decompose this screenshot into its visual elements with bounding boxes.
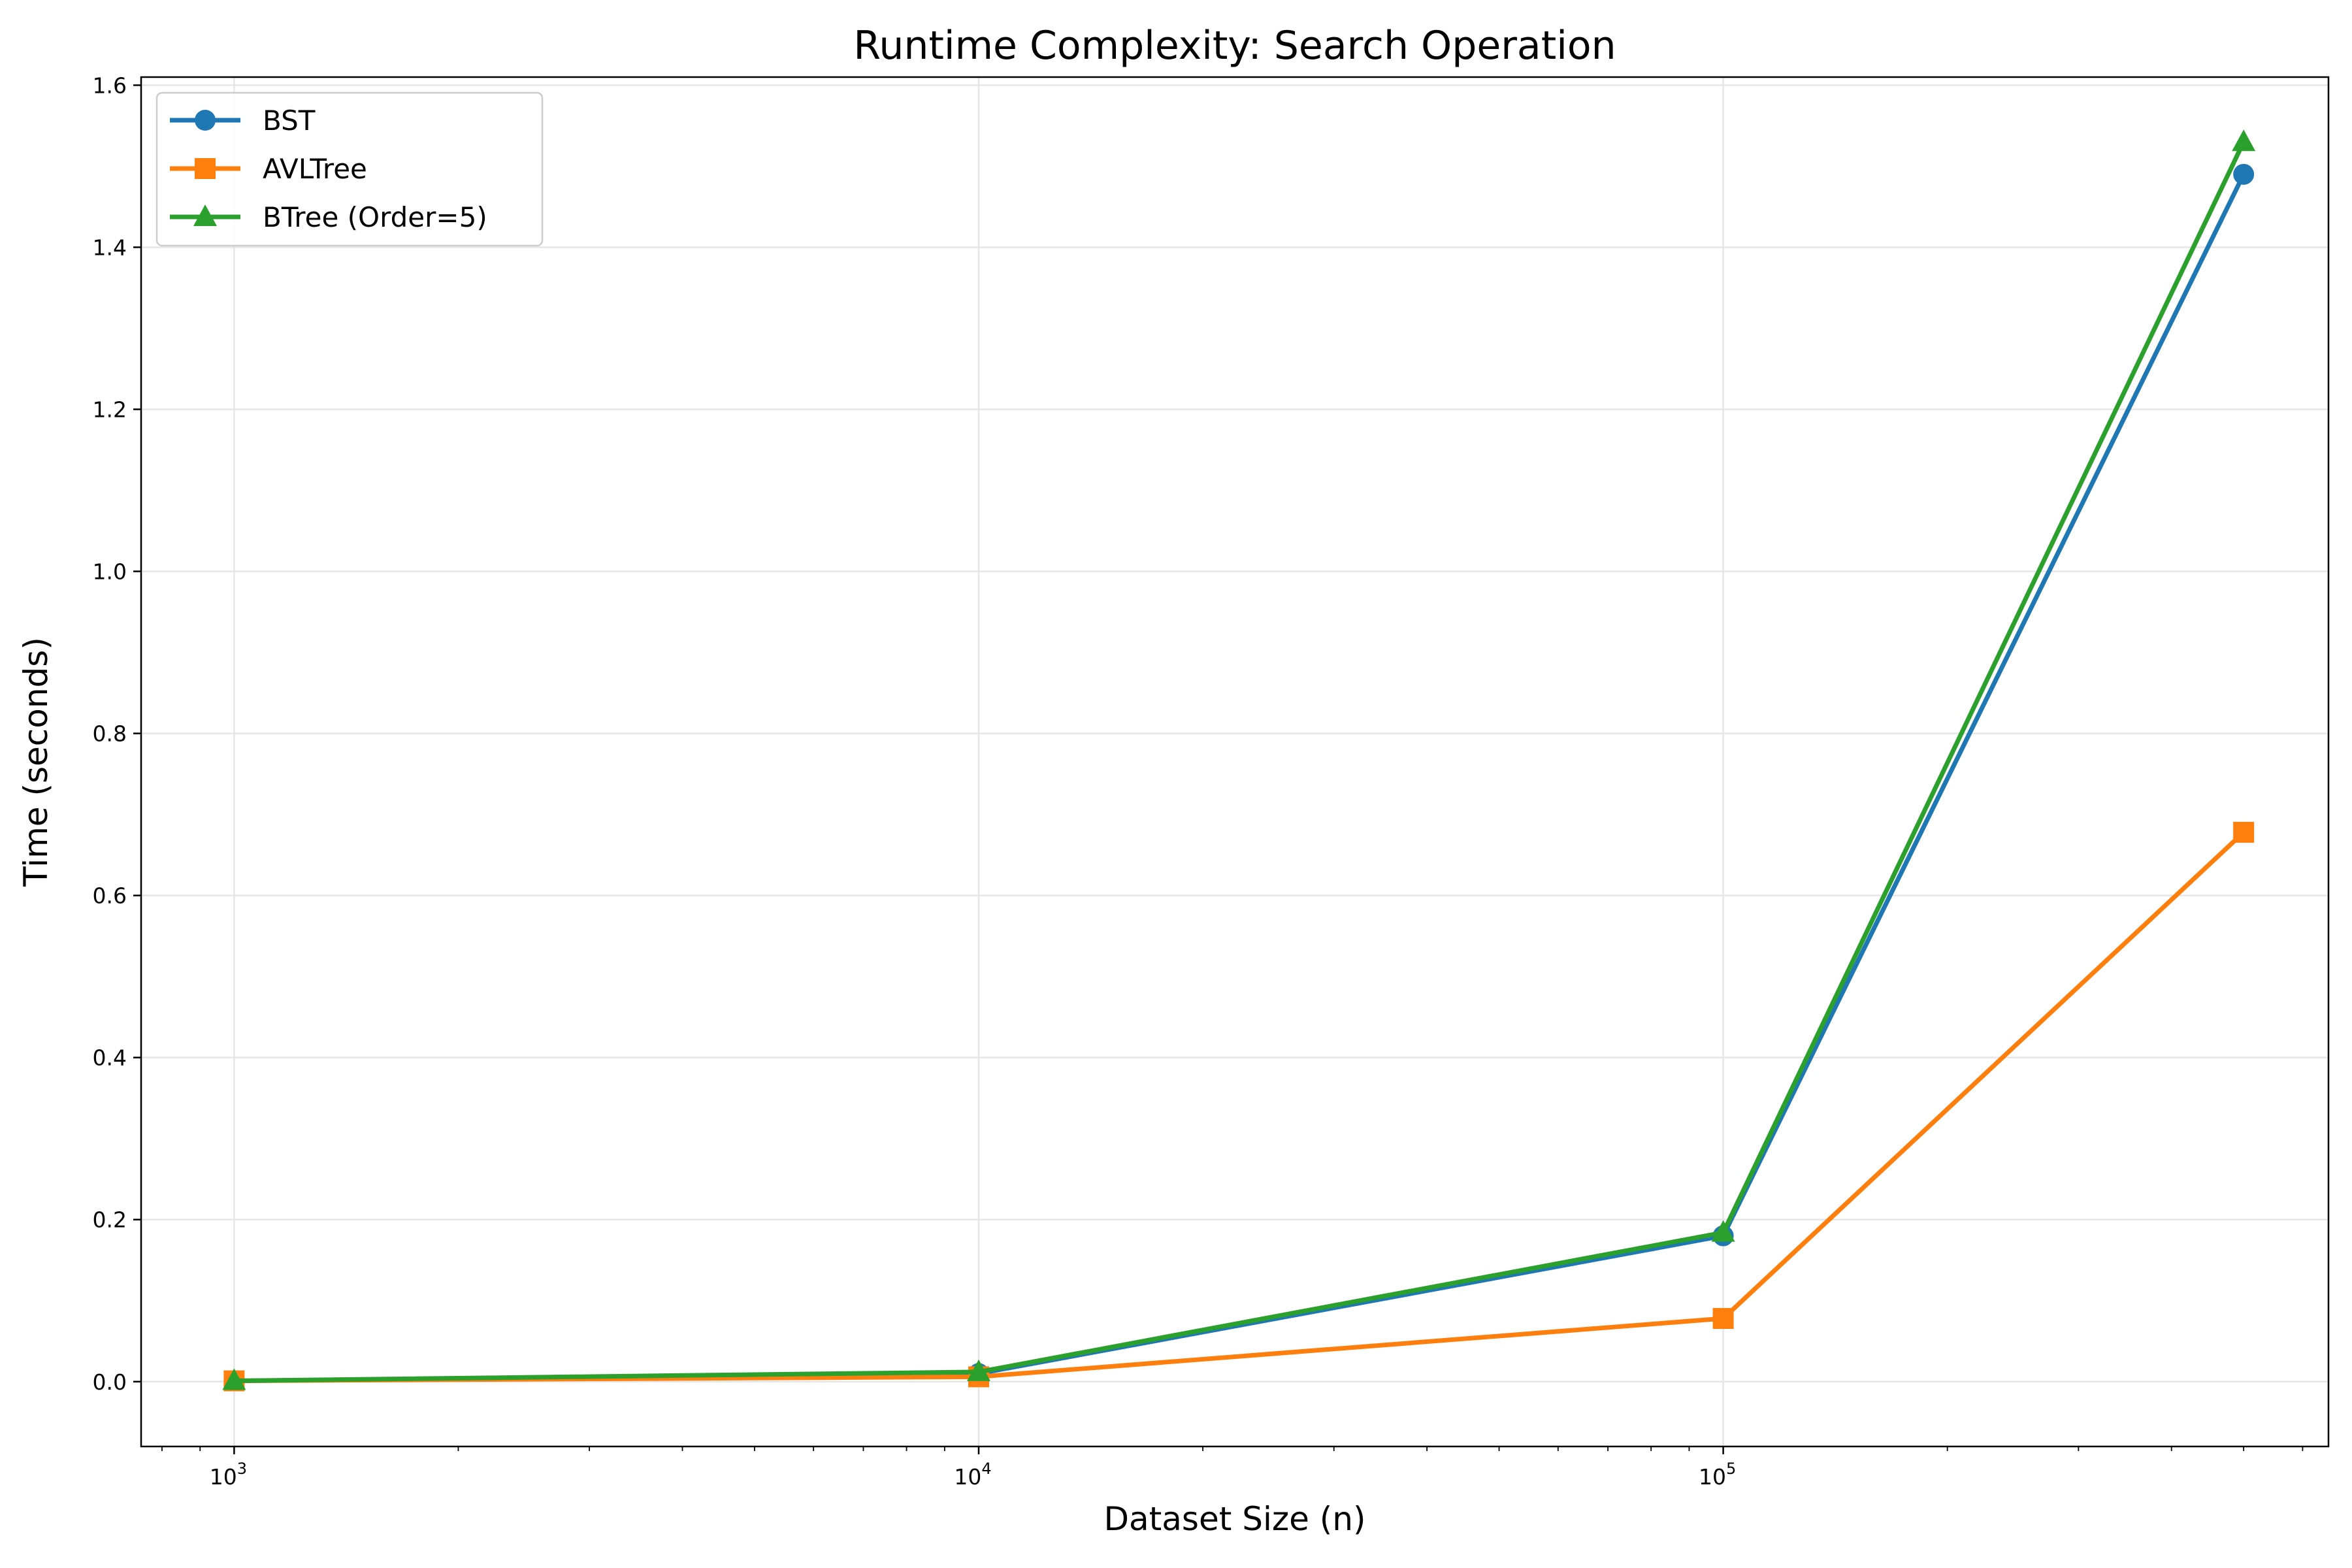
legend-label: BST — [263, 105, 316, 137]
x-tick-base: 10 — [210, 1464, 237, 1490]
y-tick-label: 0.8 — [93, 721, 127, 747]
legend-marker — [193, 204, 217, 226]
legend: BST AVLTree BTree (Order=5) — [155, 91, 544, 247]
y-tick-label: 1.2 — [93, 397, 127, 422]
legend-item: BST — [170, 105, 316, 137]
x-tick-exponent: 4 — [981, 1460, 991, 1478]
y-axis-title: Time (seconds) — [17, 637, 55, 887]
y-tick-label: 0.0 — [93, 1369, 127, 1395]
series-line — [231, 139, 2246, 1384]
data-point — [2232, 129, 2256, 152]
plot-frame — [140, 76, 2330, 1448]
y-tick-label: 1.6 — [93, 73, 127, 98]
data-point — [222, 1368, 246, 1390]
legend-marker — [195, 158, 216, 179]
series-line — [231, 830, 2246, 1384]
x-tick-label: 105 — [1699, 1460, 1736, 1490]
data-point — [1712, 1308, 1734, 1330]
series-layer — [222, 129, 2256, 1392]
x-tick-base: 10 — [1699, 1464, 1726, 1490]
legend-marker — [195, 110, 216, 131]
legend-label: BTree (Order=5) — [263, 201, 487, 233]
x-tick-label: 104 — [954, 1460, 991, 1490]
y-tick-label: 1.0 — [93, 559, 127, 585]
x-tick-label: 103 — [210, 1460, 247, 1490]
chart-title: Runtime Complexity: Search Operation — [853, 23, 1616, 69]
x-axis-title: Dataset Size (n) — [1104, 1500, 1366, 1538]
data-point — [2233, 163, 2255, 185]
data-point — [1711, 1220, 1735, 1242]
y-tick-label: 0.4 — [93, 1045, 127, 1071]
y-tick-label: 1.4 — [93, 235, 127, 260]
x-tick-base: 10 — [954, 1464, 981, 1490]
legend-item: AVLTree — [170, 153, 367, 185]
x-tick-exponent: 5 — [1726, 1460, 1736, 1478]
grid — [141, 77, 2328, 1446]
legend-label: AVLTree — [263, 153, 367, 185]
y-tick-label: 0.6 — [93, 883, 127, 909]
legend-item: BTree (Order=5) — [170, 201, 487, 233]
data-point — [966, 1359, 990, 1381]
data-point — [2233, 821, 2255, 843]
y-tick-label: 0.2 — [93, 1207, 127, 1233]
x-tick-exponent: 3 — [237, 1460, 247, 1478]
series-2 — [222, 129, 2256, 1390]
legend-box — [155, 91, 544, 247]
